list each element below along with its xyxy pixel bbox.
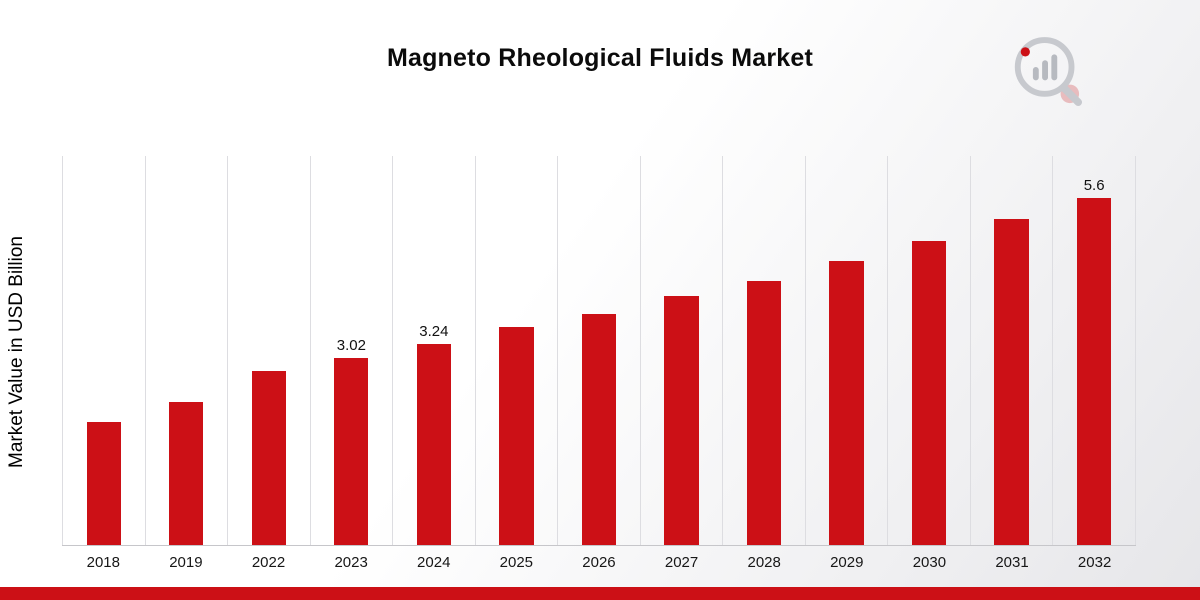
plot-area: 3.02 3.24 5.6 (62, 156, 1136, 546)
bar-column-2030 (887, 156, 970, 545)
bar-2022 (251, 371, 286, 545)
x-tick-label-2026: 2026 (582, 554, 616, 571)
x-tick-label-2030: 2030 (912, 554, 947, 571)
bar-2027 (664, 296, 699, 545)
bar-2029 (829, 261, 864, 545)
footer-accent-bar (0, 587, 1200, 600)
x-axis-labels: 2018 2019 2022 2023 2024 2025 2026 2027 2028 2029… (62, 554, 1136, 571)
bar-chart: 3.02 3.24 5.6 2018 2019 2022 2023 2024 2025 2026… (62, 156, 1136, 571)
bar-2026 (581, 314, 617, 545)
bar-2028 (746, 281, 782, 545)
data-label-2032: 5.6 (1083, 177, 1105, 194)
bar-column-2029 (804, 156, 888, 545)
x-tick-label-2024: 2024 (417, 554, 451, 571)
bar-column-2019 (144, 156, 228, 545)
bar-column-2022 (227, 156, 310, 545)
bar-column-2031 (969, 156, 1053, 545)
bar-2018 (86, 422, 121, 545)
data-label-2024: 3.24 (419, 323, 449, 340)
x-tick-label-2018: 2018 (86, 554, 120, 571)
bar-column-2023: 3.02 (309, 156, 393, 545)
x-tick-label-2028: 2028 (747, 554, 781, 571)
bar-2023 (334, 358, 369, 545)
x-tick-label-2025: 2025 (499, 554, 534, 571)
bar-2024 (416, 344, 451, 545)
bar-column-2032: 5.6 (1052, 156, 1136, 545)
x-tick-label-2031: 2031 (995, 554, 1029, 571)
x-tick-label-2029: 2029 (830, 554, 864, 571)
bar-2025 (499, 327, 534, 545)
bar-column-2024: 3.24 (392, 156, 475, 545)
bar-column-2026 (557, 156, 640, 545)
bar-2019 (169, 402, 204, 545)
x-tick-label-2032: 2032 (1077, 554, 1112, 571)
bar-2032 (1077, 198, 1112, 545)
bar-column-2028 (722, 156, 805, 545)
bar-2030 (911, 241, 947, 545)
bar-column-2018 (62, 156, 145, 545)
bar-2031 (994, 219, 1029, 545)
chart-magnifier-icon (1014, 37, 1083, 107)
y-axis-label: Market Value in USD Billion (6, 236, 27, 468)
x-tick-label-2027: 2027 (664, 554, 699, 571)
bar-column-2025 (474, 156, 558, 545)
x-tick-label-2023: 2023 (334, 554, 368, 571)
data-label-2023: 3.02 (336, 337, 366, 354)
chart-title: Magneto Rheological Fluids Market (386, 44, 814, 72)
bar-column-2027 (639, 156, 723, 545)
x-tick-label-2022: 2022 (251, 554, 286, 571)
x-tick-label-2019: 2019 (169, 554, 203, 571)
brand-logo (1006, 30, 1090, 114)
